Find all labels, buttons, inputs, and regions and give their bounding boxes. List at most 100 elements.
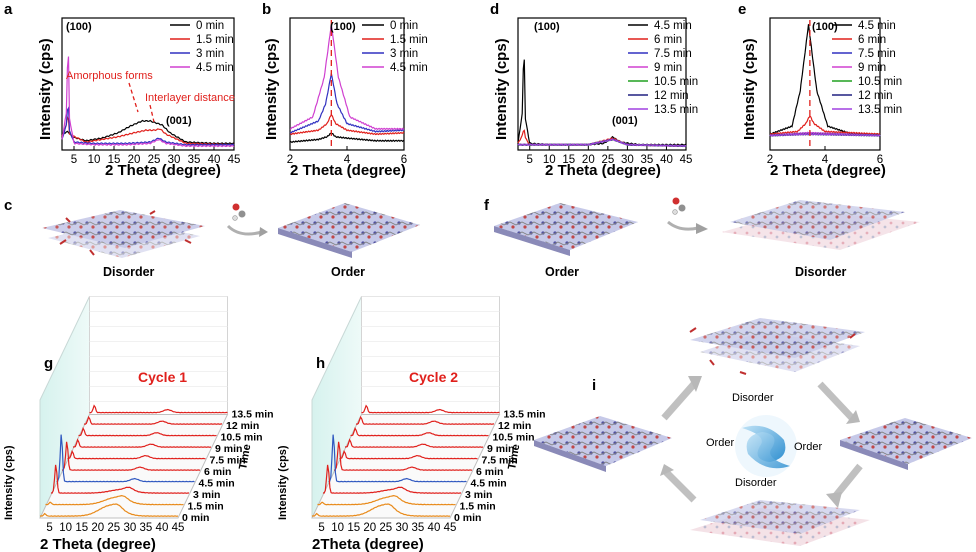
peak-label-d-100: (100)	[534, 21, 560, 33]
x-tick-label-g-2: 15	[75, 522, 88, 534]
chart-panel-b: 2 4 6 0 min 1.5 min 3 min 4.5 min	[287, 17, 428, 166]
xlabel-e: 2 Theta (degree)	[770, 162, 886, 179]
panel-letter-a: a	[4, 1, 13, 18]
x-tick-label-a-6: 35	[188, 154, 201, 166]
legend-label-b-1: 1.5 min	[390, 34, 428, 46]
series-line-e-1	[769, 115, 881, 136]
legend-label-d-3: 9 min	[654, 62, 682, 74]
legend-label-b-2: 3 min	[390, 48, 418, 60]
series-line-e-6	[769, 132, 881, 137]
panel-letter-f: f	[484, 197, 490, 214]
x-tick-label-h-4: 25	[379, 522, 392, 534]
x-tick-label-d-6: 35	[641, 154, 654, 166]
time-label-h-2: 3 min	[465, 489, 492, 501]
legend-label-b-3: 4.5 min	[390, 62, 428, 74]
panel-letter-g: g	[44, 355, 53, 372]
x-tick-label-g-4: 25	[107, 522, 120, 534]
time-label-h-8: 12 min	[498, 420, 531, 432]
x-tick-label-a-5: 30	[168, 154, 181, 166]
x-tick-label-h-8: 45	[444, 522, 457, 534]
xlabel-a: 2 Theta (degree)	[105, 162, 221, 179]
series-line-b-1	[289, 113, 405, 136]
panel-letter-i: i	[592, 377, 596, 394]
x-tick-label-h-5: 30	[395, 522, 408, 534]
time-label-h-1: 1.5 min	[460, 501, 496, 513]
legend-label-e-0: 4.5 min	[858, 20, 896, 32]
annotation-arrow-interlayer	[149, 104, 155, 123]
legend-label-e-2: 7.5 min	[858, 48, 896, 60]
time-label-g-5: 7.5 min	[210, 455, 246, 467]
arrowhead-icon-f	[696, 223, 708, 234]
ylabel-a: Intensity (cps)	[37, 38, 54, 140]
legend-label-d-5: 12 min	[654, 90, 689, 102]
series-line-a-2	[61, 105, 235, 146]
xlabel-d: 2 Theta (degree)	[545, 162, 661, 179]
waterfall-trace-g-2	[50, 464, 189, 494]
waterfall-trace-h-7	[350, 426, 489, 437]
series-line-b-3	[289, 24, 405, 131]
x-tick-label-e-0: 2	[767, 154, 773, 166]
yin-yang-icon	[735, 415, 797, 477]
legend-label-e-1: 6 min	[858, 34, 886, 46]
chart-panel-a: 5 10 15 20 25 30 35 40 45 0 min 1.5 min 3 min 4.5 mi…	[61, 17, 240, 166]
floor-h	[311, 414, 501, 519]
x-tick-label-d-2: 15	[562, 154, 575, 166]
ylabel-g: Intensity (cps)	[3, 445, 15, 520]
time-label-g-4: 6 min	[204, 466, 231, 478]
xlabel-b: 2 Theta (degree)	[290, 162, 406, 179]
illustration-order-f	[494, 203, 638, 256]
legend-label-d-1: 6 min	[654, 34, 682, 46]
legend-label-d-2: 7.5 min	[654, 48, 692, 60]
time-label-g-7: 10.5 min	[221, 432, 263, 444]
illustration-cycle-left	[534, 416, 672, 472]
legend-label-e-6: 13.5 min	[858, 104, 902, 116]
panel-letter-d: d	[490, 1, 499, 18]
illustration-order-c	[278, 203, 420, 258]
series-line-a-0	[61, 119, 235, 145]
time-label-h-5: 7.5 min	[482, 455, 518, 467]
series-line-a-1	[61, 115, 235, 146]
plot-frame-d	[517, 17, 687, 151]
x-tick-label-d-0: 5	[527, 154, 533, 166]
legend-label-a-0: 0 min	[196, 20, 224, 32]
caption-f-left: Order	[545, 265, 579, 279]
x-tick-label-d-3: 20	[582, 154, 595, 166]
cycle-label-bottom: Disorder	[735, 477, 777, 489]
legend-label-a-3: 4.5 min	[196, 62, 234, 74]
x-tick-label-a-3: 20	[128, 154, 141, 166]
peak-label-a-001: (001)	[166, 115, 192, 127]
cycle-label-left: Order	[706, 437, 734, 449]
illustration-disorder-f	[722, 200, 920, 250]
waterfall-trace-h-2	[322, 464, 461, 494]
ylabel-e: Intensity (cps)	[741, 38, 758, 140]
series-line-b-2	[289, 73, 405, 134]
xlabel-h: 2Theta (degree)	[312, 536, 424, 552]
x-tick-label-b-1: 4	[344, 154, 351, 166]
arrow-icon-c	[226, 224, 263, 236]
arrow-icon-f	[667, 220, 699, 231]
back-wall-h	[361, 296, 500, 415]
waterfall-trace-h-9	[361, 404, 500, 414]
ylabel-b: Intensity (cps)	[263, 38, 280, 140]
cycle-arrow-icons	[660, 376, 863, 508]
panel-letter-b: b	[262, 1, 271, 18]
time-label-h-4: 6 min	[476, 466, 503, 478]
x-tick-label-d-7: 40	[660, 154, 673, 166]
methanol-molecule-icon	[232, 203, 246, 221]
illustration-disorder-c	[42, 210, 205, 258]
cycle-title-h: Cycle 2	[409, 369, 458, 385]
time-label-h-3: 4.5 min	[471, 478, 507, 490]
floor-g	[39, 414, 229, 519]
time-label-g-6: 9 min	[215, 443, 242, 455]
series-line-d-6	[517, 138, 687, 148]
x-tick-label-h-0: 5	[318, 522, 324, 534]
x-tick-label-g-3: 20	[91, 522, 104, 534]
waterfall-trace-g-3	[56, 434, 195, 483]
x-tick-label-h-2: 15	[347, 522, 360, 534]
x-tick-label-g-1: 10	[59, 522, 72, 534]
caption-f-right: Disorder	[795, 265, 847, 279]
x-tick-label-a-2: 15	[108, 154, 121, 166]
time-label-g-8: 12 min	[226, 420, 259, 432]
